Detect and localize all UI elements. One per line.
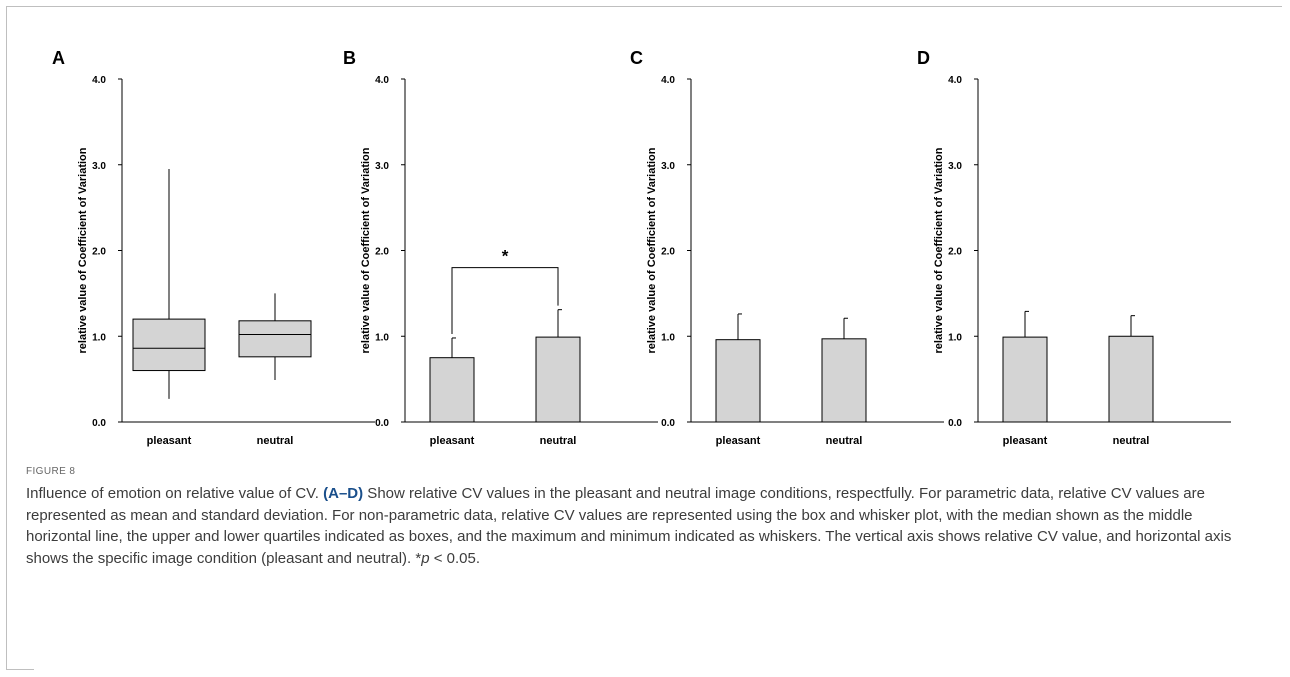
y-tick-label: 1.0 bbox=[661, 332, 675, 343]
x-category-label: pleasant bbox=[716, 435, 761, 447]
y-axis-label: relative value of Coefficient of Variati… bbox=[360, 147, 372, 353]
caption-segment: < 0.05. bbox=[429, 549, 481, 567]
y-tick-label: 3.0 bbox=[92, 161, 106, 172]
figure-charts: A 0.0 1.0 2.0 3.0 4.0 relative value of Coeffi… bbox=[52, 48, 1231, 447]
panel-letter: B bbox=[343, 48, 356, 68]
y-tick-label: 2.0 bbox=[375, 247, 389, 258]
y-tick-label: 2.0 bbox=[92, 247, 106, 258]
y-tick-label: 0.0 bbox=[661, 418, 675, 429]
x-category-label: neutral bbox=[1113, 435, 1150, 447]
caption-segment: Show relative CV values in the pleasant … bbox=[26, 485, 1232, 567]
bar bbox=[715, 339, 761, 423]
y-tick-label: 0.0 bbox=[92, 418, 106, 429]
significance-marker: * bbox=[502, 247, 509, 266]
x-category-label: neutral bbox=[540, 435, 577, 447]
bar bbox=[535, 336, 581, 423]
y-tick-label: 2.0 bbox=[948, 247, 962, 258]
bar bbox=[1108, 335, 1154, 423]
y-tick-label: 4.0 bbox=[92, 75, 106, 86]
y-tick-label: 3.0 bbox=[948, 161, 962, 172]
chart-panel-a: A 0.0 1.0 2.0 3.0 4.0 relative value of Coeffi… bbox=[52, 48, 375, 447]
y-tick-label: 3.0 bbox=[375, 161, 389, 172]
y-tick-label: 3.0 bbox=[661, 161, 675, 172]
bar bbox=[1002, 336, 1048, 423]
chart-panel-d: D 0.0 1.0 2.0 3.0 4.0 relative value of Coeffi… bbox=[917, 48, 1231, 447]
y-tick-label: 0.0 bbox=[948, 418, 962, 429]
box-iqr bbox=[132, 318, 206, 372]
box-iqr bbox=[238, 320, 312, 358]
y-tick-label: 4.0 bbox=[948, 75, 962, 86]
y-axis-label: relative value of Coefficient of Variati… bbox=[646, 147, 658, 353]
bar bbox=[821, 338, 867, 423]
panel-letter: A bbox=[52, 48, 65, 68]
caption-segment: p bbox=[421, 549, 430, 567]
x-category-label: neutral bbox=[257, 435, 294, 447]
y-axis-label: relative value of Coefficient of Variati… bbox=[933, 147, 945, 353]
y-tick-label: 4.0 bbox=[661, 75, 675, 86]
figure-label: FIGURE 8 bbox=[26, 466, 76, 477]
figure-caption: FIGURE 8 Influence of emotion on relativ… bbox=[26, 466, 1256, 569]
y-tick-label: 4.0 bbox=[375, 75, 389, 86]
y-tick-label: 1.0 bbox=[92, 332, 106, 343]
x-category-label: pleasant bbox=[1003, 435, 1048, 447]
caption-text: Influence of emotion on relative value o… bbox=[26, 483, 1256, 569]
chart-panel-c: C 0.0 1.0 2.0 3.0 4.0 relative value of Coeffi… bbox=[630, 48, 944, 447]
bar bbox=[429, 357, 475, 423]
y-tick-label: 2.0 bbox=[661, 247, 675, 258]
y-tick-label: 0.0 bbox=[375, 418, 389, 429]
y-tick-label: 1.0 bbox=[375, 332, 389, 343]
caption-segment: Influence of emotion on relative value o… bbox=[26, 485, 324, 502]
caption-segment: (A–D) bbox=[323, 485, 364, 502]
x-category-label: neutral bbox=[826, 435, 863, 447]
panel-letter: C bbox=[630, 48, 643, 68]
frame-bottom-line bbox=[6, 669, 34, 670]
panel-letter: D bbox=[917, 48, 930, 68]
y-axis-label: relative value of Coefficient of Variati… bbox=[77, 147, 89, 353]
figure-frame bbox=[6, 6, 1282, 670]
significance-bracket bbox=[451, 267, 559, 334]
y-tick-label: 1.0 bbox=[948, 332, 962, 343]
x-category-label: pleasant bbox=[147, 435, 192, 447]
x-category-label: pleasant bbox=[430, 435, 475, 447]
chart-panel-b: B 0.0 1.0 2.0 3.0 4.0 relative value of Coeffi… bbox=[343, 48, 658, 447]
